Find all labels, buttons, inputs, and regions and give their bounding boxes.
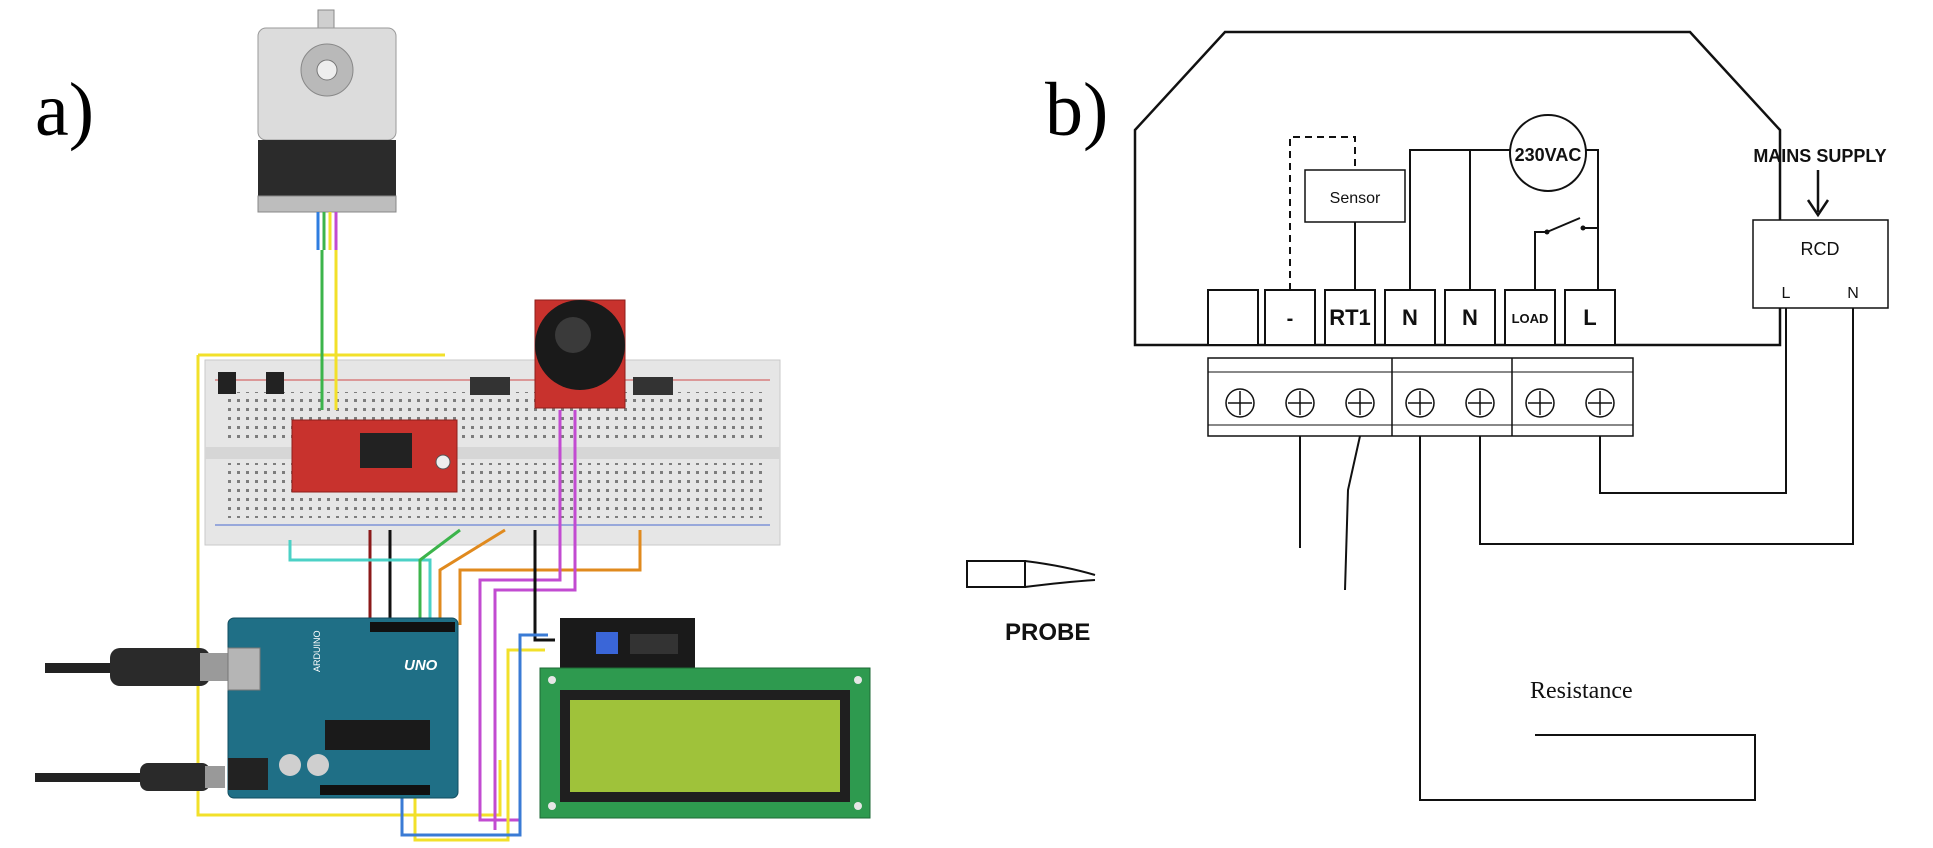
terminal-3: RT1 [1329, 305, 1371, 330]
rcd-n-label: N [1847, 285, 1859, 302]
cables [35, 648, 230, 791]
terminal-6: LOAD [1512, 311, 1549, 326]
panel-b: b) - RT1 N N LOAD L [966, 30, 1889, 801]
rcd-label: RCD [1801, 239, 1840, 259]
terminal-7: L [1583, 305, 1596, 330]
mains-and-rcd: MAINS SUPPLY RCD L N [1752, 146, 1889, 309]
terminal-block-labels: - RT1 N N LOAD L [1207, 289, 1616, 346]
limit-switch-1 [470, 377, 510, 395]
screw-terminal-strip [1207, 357, 1634, 437]
i2c-module [560, 618, 695, 668]
wires [196, 250, 642, 842]
terminal-2: - [1287, 308, 1294, 330]
stepper-motor [257, 9, 397, 250]
limit-switch-2 [633, 377, 673, 395]
sensor-block: Sensor [1289, 136, 1406, 290]
arduino-logo: UNO [404, 657, 438, 674]
terminal-4: N [1402, 305, 1418, 330]
supply-voltage-label: 230VAC [1515, 145, 1582, 165]
arduino-board: UNO ARDUINO [227, 617, 459, 799]
lcd-display [539, 667, 871, 819]
rcd-l-label: L [1782, 285, 1791, 302]
temperature-sensors [218, 372, 284, 394]
mains-supply-label: MAINS SUPPLY [1753, 146, 1886, 166]
field-wiring [1299, 308, 1854, 801]
resistance-label: Resistance [1530, 678, 1633, 704]
thermostat-housing [1133, 30, 1782, 347]
joystick-module [534, 299, 626, 409]
stepper-driver [291, 419, 458, 493]
terminal-5: N [1462, 305, 1478, 330]
panel-b-label: b) [1045, 68, 1108, 152]
supply-source: 230VAC [1409, 114, 1599, 290]
arduino-brand: ARDUINO [312, 630, 322, 672]
sensor-label: Sensor [1330, 190, 1381, 207]
panel-a: a) [35, 9, 871, 842]
probe-label: PROBE [1005, 619, 1090, 646]
probe: PROBE [966, 560, 1096, 646]
panel-a-label: a) [35, 68, 94, 152]
